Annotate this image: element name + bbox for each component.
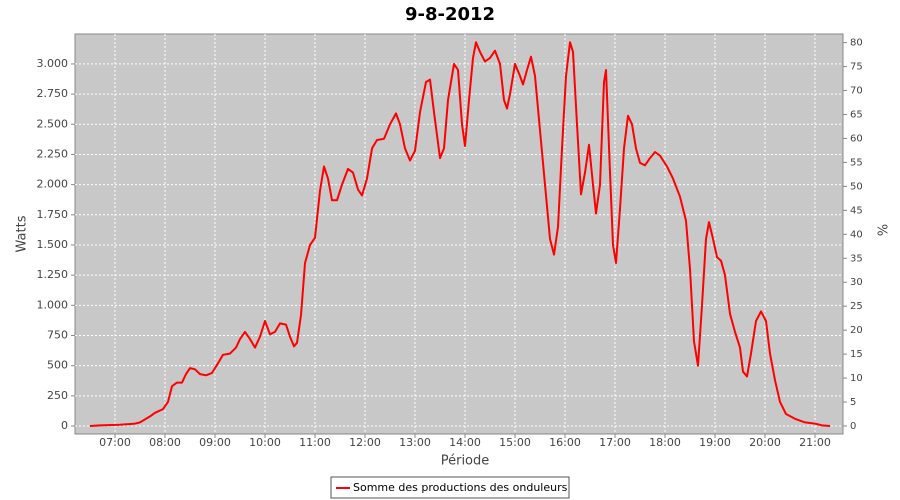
x-tick-label: 08:00 — [149, 436, 181, 449]
y2-tick-label: 45 — [850, 205, 863, 216]
y-tick-label: 3.000 — [37, 57, 69, 70]
y-tick-label: 1.250 — [37, 268, 69, 281]
y2-tick-label: 75 — [850, 62, 863, 73]
x-tick-label: 19:00 — [699, 436, 731, 449]
y-tick-label: 2.250 — [37, 147, 69, 160]
y2-tick-label: 25 — [850, 301, 863, 312]
y-tick-label: 250 — [47, 389, 68, 402]
y2-tick-label: 30 — [850, 277, 863, 288]
y-tick-label: 2.500 — [37, 117, 69, 130]
x-tick-label: 20:00 — [749, 436, 781, 449]
y2-tick-label: 65 — [850, 110, 863, 121]
chart-title: 9-8-2012 — [405, 4, 495, 25]
x-tick-label: 18:00 — [649, 436, 681, 449]
x-tick-label: 12:00 — [349, 436, 381, 449]
legend-label: Somme des productions des onduleurs — [353, 481, 568, 494]
x-tick-label: 13:00 — [399, 436, 431, 449]
y-tick-label: 1.000 — [37, 298, 69, 311]
y-tick-label: 1.750 — [37, 208, 69, 221]
x-tick-label: 15:00 — [499, 436, 531, 449]
x-tick-label: 21:00 — [799, 436, 831, 449]
y-tick-label: 2.750 — [37, 87, 69, 100]
y2-tick-label: 60 — [850, 133, 863, 144]
y-tick-label: 0 — [61, 419, 68, 432]
y2-tick-label: 5 — [850, 397, 856, 408]
x-tick-label: 16:00 — [549, 436, 581, 449]
x-tick-label: 11:00 — [299, 436, 331, 449]
y2-tick-label: 55 — [850, 157, 863, 168]
y2-tick-label: 15 — [850, 349, 863, 360]
y2-tick-label: 10 — [850, 373, 863, 384]
x-tick-label: 17:00 — [599, 436, 631, 449]
y2-tick-label: 50 — [850, 181, 863, 192]
y2-tick-label: 40 — [850, 229, 863, 240]
y-tick-label: 2.000 — [37, 178, 69, 191]
y-tick-label: 1.500 — [37, 238, 69, 251]
x-tick-label: 09:00 — [199, 436, 231, 449]
y2-axis-label: % — [874, 224, 889, 236]
y-tick-label: 750 — [47, 329, 68, 342]
y-tick-label: 500 — [47, 359, 68, 372]
y2-tick-label: 0 — [850, 421, 856, 432]
y2-tick-label: 20 — [850, 325, 863, 336]
x-tick-label: 10:00 — [249, 436, 281, 449]
y2-tick-label: 80 — [850, 38, 863, 49]
data-line — [89, 41, 831, 427]
y-axis-label: Watts — [15, 215, 30, 252]
y2-tick-label: 70 — [850, 86, 863, 97]
x-axis-label: Période — [441, 454, 490, 469]
x-tick-label: 07:00 — [99, 436, 131, 449]
x-tick-label: 14:00 — [449, 436, 481, 449]
legend-box — [330, 476, 570, 499]
y2-tick-label: 35 — [850, 253, 863, 264]
